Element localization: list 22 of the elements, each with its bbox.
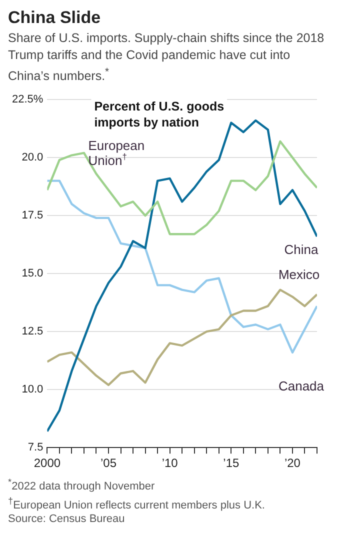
x-tick-label: ’15 [223, 456, 240, 470]
y-tick-label: 17.5 [22, 210, 44, 222]
text: Canada [278, 378, 325, 394]
y-axis-title: Percent of U.S. goods imports by nation [94, 100, 224, 130]
series-label: China [284, 242, 319, 258]
y-tick-label: 12.5 [22, 326, 44, 338]
series-label: Mexico [278, 266, 320, 282]
source-note: Source: Census Bureau [8, 512, 126, 526]
x-tick-label: ’05 [100, 456, 117, 470]
y-tick-label: 10.0 [22, 384, 44, 396]
text: $^{†}$European Union reflects current members plus U.K. [8, 494, 266, 512]
x-tick-label: ’10 [162, 456, 178, 470]
x-tick-label: 2000 [34, 456, 61, 470]
series-label: European Union† [88, 138, 145, 168]
x-tick-label: ’20 [284, 456, 301, 470]
y-tick-label: 15.0 [22, 268, 44, 280]
y-tick-label: 20.0 [22, 152, 44, 164]
chart-title: China Slide [8, 8, 102, 28]
text: $^{*}$2022 data through November [8, 476, 156, 494]
chart-subtitle: Share of U.S. imports. Supply-chain shifts since the 2018 Trump tariffs and the Covid pandemic have cut into China’s numbers.$^{*}$ [8, 30, 326, 86]
y-tick-label: 22.5% [12, 94, 44, 106]
y-tick-label: 7.5 [28, 442, 44, 454]
